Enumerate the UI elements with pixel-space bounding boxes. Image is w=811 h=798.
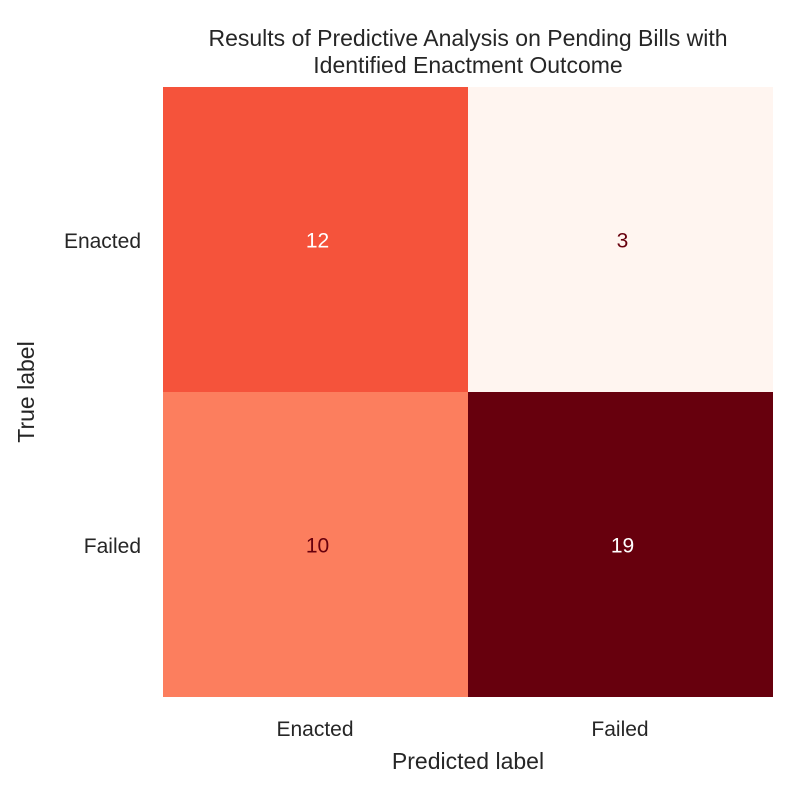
y-tick-label-enacted: Enacted	[64, 230, 141, 253]
cell-value-failed-failed: 19	[611, 535, 634, 558]
cell-value-failed-enacted: 10	[306, 535, 329, 558]
x-tick-label-enacted: Enacted	[276, 718, 353, 741]
heatmap-cell-enacted-enacted	[163, 87, 468, 392]
heatmap-cell-labels: 12 3 10 19	[306, 230, 634, 558]
x-axis-label: Predicted label	[392, 748, 544, 774]
chart-title-line-2: Identified Enactment Outcome	[313, 52, 622, 78]
cell-value-enacted-failed: 3	[617, 230, 629, 253]
y-tick-label-failed: Failed	[84, 535, 141, 558]
cell-value-enacted-enacted: 12	[306, 230, 329, 253]
y-axis-label: True label	[13, 341, 39, 442]
heatmap-cell-failed-failed	[468, 392, 773, 697]
heatmap-cell-enacted-failed	[468, 87, 773, 392]
heatmap-cell-failed-enacted	[163, 392, 468, 697]
y-axis: Enacted Failed True label	[13, 230, 141, 558]
heatmap-cells	[163, 87, 773, 697]
chart-title-line-1: Results of Predictive Analysis on Pendin…	[208, 25, 727, 51]
chart-title: Results of Predictive Analysis on Pendin…	[208, 25, 727, 78]
x-tick-label-failed: Failed	[591, 718, 648, 741]
x-axis: Enacted Failed Predicted label	[276, 718, 648, 774]
